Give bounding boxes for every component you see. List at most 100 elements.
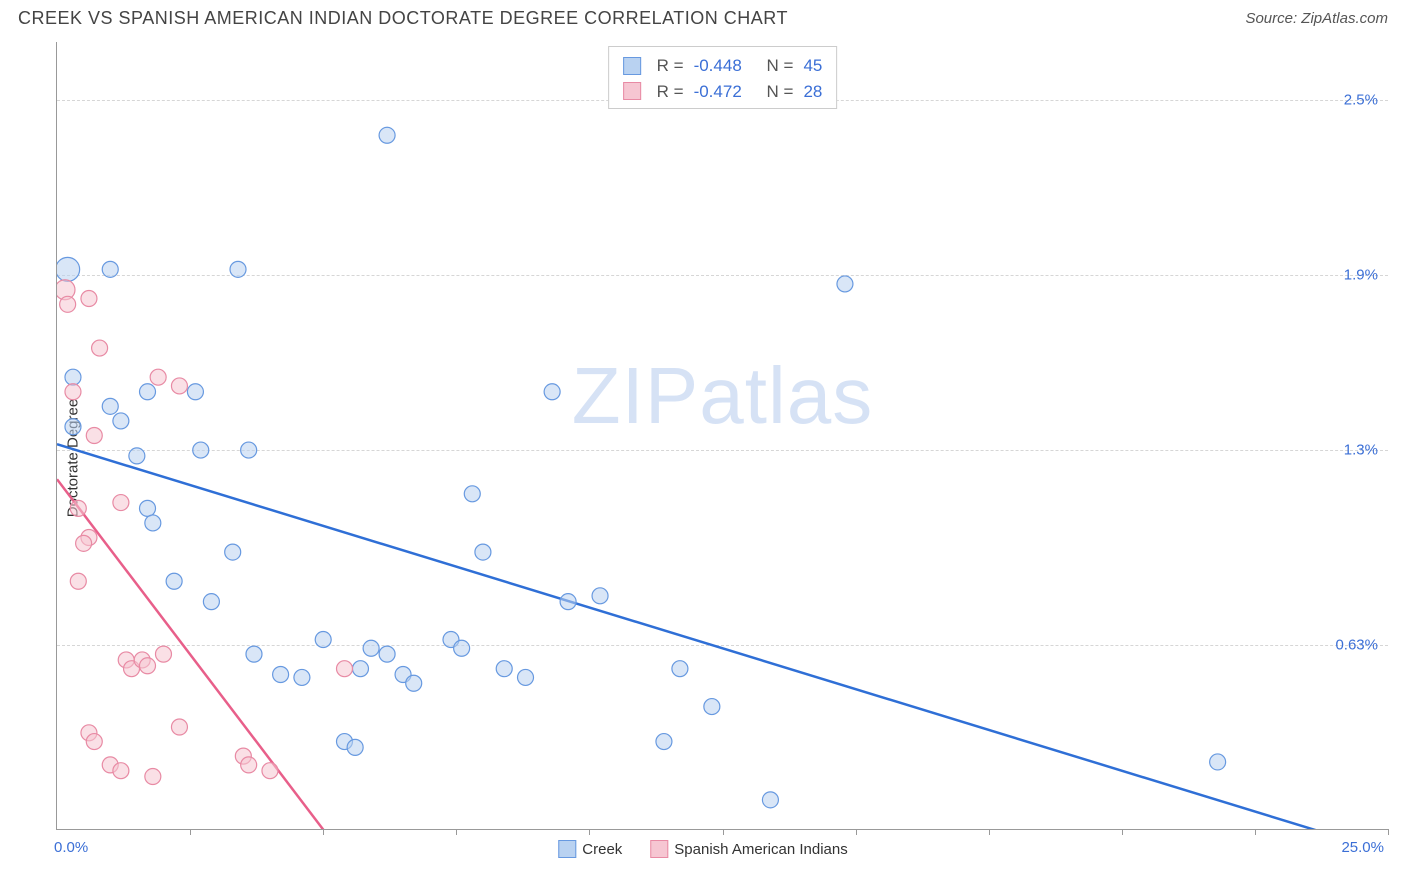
data-point (86, 734, 102, 750)
data-point (203, 594, 219, 610)
legend-item-spanish: Spanish American Indians (650, 840, 847, 858)
x-tick (589, 829, 590, 835)
x-tick (1122, 829, 1123, 835)
data-point (140, 658, 156, 674)
data-point (102, 398, 118, 414)
chart-container: Doctorate Degree ZIPatlas R = -0.448 N =… (18, 42, 1388, 874)
data-point (672, 661, 688, 677)
data-point (294, 669, 310, 685)
data-point (454, 640, 470, 656)
plot-svg (57, 42, 1388, 829)
data-point (113, 495, 129, 511)
x-tick (190, 829, 191, 835)
r-label: R = (657, 79, 684, 105)
data-point (464, 486, 480, 502)
r-label: R = (657, 53, 684, 79)
swatch-creek (623, 57, 641, 75)
legend-label-creek: Creek (582, 841, 622, 858)
data-point (379, 127, 395, 143)
data-point (171, 719, 187, 735)
data-point (518, 669, 534, 685)
correlation-row-spanish: R = -0.472 N = 28 (623, 79, 823, 105)
data-point (65, 384, 81, 400)
n-value-spanish: 28 (803, 79, 822, 105)
data-point (352, 661, 368, 677)
x-tick (1388, 829, 1389, 835)
x-tick (456, 829, 457, 835)
x-tick (1255, 829, 1256, 835)
data-point (225, 544, 241, 560)
data-point (145, 515, 161, 531)
plot-area: ZIPatlas R = -0.448 N = 45 R = -0.472 N … (56, 42, 1388, 830)
n-value-creek: 45 (803, 53, 822, 79)
r-value-creek: -0.448 (694, 53, 742, 79)
data-point (262, 763, 278, 779)
data-point (246, 646, 262, 662)
r-value-spanish: -0.472 (694, 79, 742, 105)
data-point (315, 632, 331, 648)
data-point (241, 757, 257, 773)
data-point (113, 413, 129, 429)
x-tick (323, 829, 324, 835)
source-label: Source: ZipAtlas.com (1245, 10, 1388, 27)
data-point (65, 369, 81, 385)
correlation-row-creek: R = -0.448 N = 45 (623, 53, 823, 79)
data-point (273, 667, 289, 683)
data-point (129, 448, 145, 464)
data-point (1210, 754, 1226, 770)
data-point (475, 544, 491, 560)
data-point (70, 500, 86, 516)
data-point (65, 419, 81, 435)
data-point (155, 646, 171, 662)
data-point (363, 640, 379, 656)
regression-line (57, 444, 1388, 829)
data-point (656, 734, 672, 750)
data-point (60, 296, 76, 312)
regression-line (57, 479, 334, 829)
x-tick (989, 829, 990, 835)
data-point (544, 384, 560, 400)
data-point (113, 763, 129, 779)
data-point (145, 769, 161, 785)
data-point (406, 675, 422, 691)
data-point (347, 739, 363, 755)
data-point (76, 535, 92, 551)
data-point (70, 573, 86, 589)
correlation-legend: R = -0.448 N = 45 R = -0.472 N = 28 (608, 46, 838, 109)
data-point (86, 428, 102, 444)
data-point (704, 699, 720, 715)
data-point (81, 291, 97, 307)
data-point (762, 792, 778, 808)
data-point (560, 594, 576, 610)
x-tick (856, 829, 857, 835)
n-label: N = (767, 79, 794, 105)
data-point (57, 257, 80, 281)
swatch-spanish (623, 82, 641, 100)
legend-label-spanish: Spanish American Indians (674, 841, 847, 858)
data-point (102, 261, 118, 277)
data-point (592, 588, 608, 604)
series-legend: Creek Spanish American Indians (558, 840, 847, 858)
data-point (336, 661, 352, 677)
data-point (230, 261, 246, 277)
n-label: N = (767, 53, 794, 79)
data-point (171, 378, 187, 394)
x-axis-max-label: 25.0% (1341, 839, 1384, 856)
chart-title: CREEK VS SPANISH AMERICAN INDIAN DOCTORA… (18, 8, 788, 29)
data-point (166, 573, 182, 589)
data-point (241, 442, 257, 458)
swatch-spanish-icon (650, 840, 668, 858)
data-point (140, 500, 156, 516)
data-point (379, 646, 395, 662)
data-point (496, 661, 512, 677)
data-point (140, 384, 156, 400)
data-point (150, 369, 166, 385)
data-point (92, 340, 108, 356)
x-tick (723, 829, 724, 835)
swatch-creek-icon (558, 840, 576, 858)
x-axis-min-label: 0.0% (54, 839, 88, 856)
legend-item-creek: Creek (558, 840, 622, 858)
data-point (187, 384, 203, 400)
data-point (193, 442, 209, 458)
data-point (837, 276, 853, 292)
